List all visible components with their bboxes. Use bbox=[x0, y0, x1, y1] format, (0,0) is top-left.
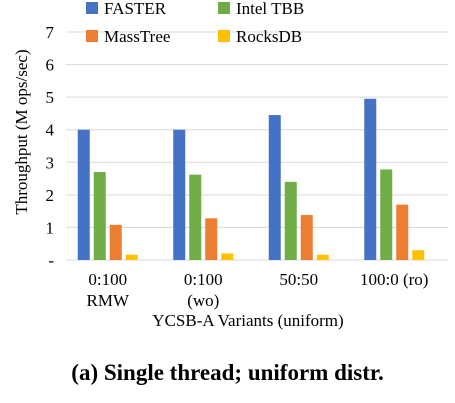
y-axis-title: Throughput (M ops/sec) bbox=[12, 49, 31, 214]
legend-label: RocksDB bbox=[236, 27, 302, 46]
bar-rocksdb bbox=[125, 254, 138, 260]
y-tick-label: 1 bbox=[46, 218, 55, 237]
legend-label: FASTER bbox=[104, 0, 167, 18]
bar-masstree bbox=[396, 204, 409, 260]
x-tick-label: 0:100 bbox=[184, 270, 223, 289]
bars bbox=[77, 98, 425, 261]
bar-intel-tbb bbox=[380, 169, 393, 260]
bar-rocksdb bbox=[316, 254, 329, 260]
legend-label: MassTree bbox=[104, 27, 170, 46]
figure-caption: (a) Single thread; uniform distr. bbox=[71, 360, 384, 385]
y-tick-label: 3 bbox=[46, 153, 55, 172]
x-tick-labels: 0:100 RMW 0:100 (wo) 50:50 100:0 (ro) bbox=[87, 270, 429, 310]
legend: FASTER Intel TBB MassTree RocksDB bbox=[86, 0, 304, 46]
x-axis-title: YCSB-A Variants (uniform) bbox=[152, 311, 343, 330]
bar-faster bbox=[364, 98, 377, 261]
y-tick-label: - bbox=[48, 251, 54, 270]
y-tick-label: 6 bbox=[46, 56, 55, 75]
throughput-bar-chart: - 1 2 3 4 5 6 7 0:100 RMW 0:100 (wo) 50:50 100:0 (ro… bbox=[12, 0, 448, 330]
y-tick-label: 4 bbox=[46, 121, 55, 140]
legend-swatch bbox=[218, 30, 230, 42]
y-gridlines bbox=[66, 31, 448, 261]
y-tick-label: 7 bbox=[46, 23, 55, 42]
y-tick-labels: - 1 2 3 4 5 6 7 bbox=[46, 23, 55, 270]
bar-masstree bbox=[300, 215, 313, 260]
legend-label: Intel TBB bbox=[236, 0, 304, 18]
bar-intel-tbb bbox=[284, 181, 297, 260]
bar-intel-tbb bbox=[189, 174, 202, 260]
bar-faster bbox=[268, 115, 281, 260]
y-tick-label: 5 bbox=[46, 88, 55, 107]
y-tick-label: 2 bbox=[46, 186, 55, 205]
legend-swatch bbox=[86, 30, 98, 42]
bar-faster bbox=[173, 129, 186, 260]
x-tick-label-line2: (wo) bbox=[187, 291, 219, 310]
bar-masstree bbox=[109, 224, 122, 260]
x-tick-label: 50:50 bbox=[279, 270, 318, 289]
x-tick-label: 0:100 bbox=[88, 270, 127, 289]
bar-rocksdb bbox=[221, 253, 234, 260]
x-tick-label: 100:0 (ro) bbox=[360, 270, 428, 289]
bar-masstree bbox=[205, 218, 218, 260]
bar-rocksdb bbox=[412, 250, 425, 260]
x-tick-label-line2: RMW bbox=[87, 291, 130, 310]
bar-faster bbox=[77, 129, 90, 260]
legend-swatch bbox=[218, 2, 230, 14]
bar-intel-tbb bbox=[93, 172, 106, 260]
legend-swatch bbox=[86, 2, 98, 14]
